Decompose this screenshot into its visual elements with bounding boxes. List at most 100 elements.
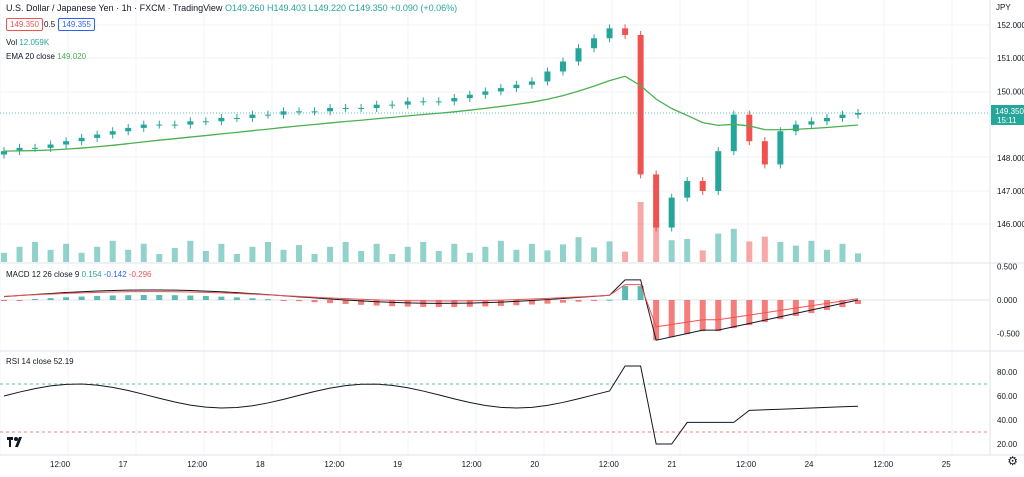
volume-bar <box>637 202 644 262</box>
volume-bar <box>358 251 365 262</box>
candle-body <box>528 81 535 85</box>
candle-body <box>420 101 427 103</box>
volume-bar <box>855 253 861 262</box>
volume-bar <box>435 251 442 262</box>
time-tick-label: 12:00 <box>462 460 483 469</box>
candle-body <box>342 108 349 109</box>
candle-body <box>63 141 70 145</box>
candle-body <box>637 34 644 175</box>
macd-histogram-bar <box>575 300 582 302</box>
volume-bar <box>792 245 799 262</box>
time-tick-label: 12:00 <box>187 460 208 469</box>
candle-body <box>668 197 675 228</box>
macd-histogram-bar <box>513 300 520 306</box>
macd-histogram-bar <box>311 300 318 303</box>
macd-histogram-bar <box>730 300 737 329</box>
volume-bar <box>373 243 380 262</box>
volume-value: 12.059K <box>19 38 50 47</box>
volume-bar <box>187 240 194 262</box>
volume-bar <box>575 237 582 262</box>
macd-histogram-bar <box>559 300 566 303</box>
candle-body <box>156 124 163 126</box>
volume-bar <box>202 251 209 262</box>
macd-histogram-bar <box>1 300 7 302</box>
volume-bar <box>528 243 535 262</box>
candle-body <box>839 114 846 118</box>
macd-histogram-bar <box>218 296 225 300</box>
volume-bar <box>699 250 706 262</box>
candle-body <box>559 61 566 72</box>
volume-bar <box>466 252 473 262</box>
price-tick-label: 150.000 <box>997 87 1024 96</box>
volume-bar <box>156 254 163 262</box>
candle-body <box>606 28 613 39</box>
ema-label: EMA 20 close 149.020 <box>6 52 86 61</box>
candle-body <box>94 134 101 138</box>
volume-bar <box>730 228 737 262</box>
ema-value: 149.020 <box>57 52 87 61</box>
macd-histogram-bar <box>761 300 768 323</box>
volume-bar <box>777 242 784 262</box>
macd-histogram-bar <box>264 299 271 301</box>
macd-histogram-bar <box>171 295 178 300</box>
price-tick-label: 152.000 <box>997 21 1024 30</box>
macd-histogram-bar <box>342 300 349 305</box>
macd-histogram-bar <box>497 300 504 306</box>
candle-body <box>684 181 691 198</box>
candle-body <box>280 111 287 115</box>
ohlc-values: O149.260 H149.403 L149.220 C149.350 +0.0… <box>224 3 458 13</box>
macd-signal-line <box>3 284 859 328</box>
volume-bar <box>513 249 520 262</box>
candle-body <box>264 114 271 116</box>
macd-histogram-bar <box>156 295 163 300</box>
volume-bar <box>668 240 675 262</box>
candle-body <box>497 88 504 92</box>
symbol-title[interactable]: U.S. Dollar / Japanese Yen · 1h · FXCM ·… <box>6 3 223 13</box>
last-price-tag <box>991 104 1024 125</box>
candle-body <box>855 112 861 115</box>
volume-bar <box>218 243 225 262</box>
ask-badge[interactable]: 149.355 <box>58 18 95 31</box>
macd-histogram-bar <box>187 295 194 300</box>
macd-histogram-bar <box>777 300 784 320</box>
symbol-header: U.S. Dollar / Japanese Yen · 1h · FXCM ·… <box>6 3 457 13</box>
time-tick-label: 12:00 <box>599 460 620 469</box>
candle-body <box>404 101 411 105</box>
spread-label: 0.5 <box>44 20 56 29</box>
volume-bar <box>233 254 240 262</box>
candle-body <box>777 131 784 165</box>
rsi-legend: RSI 14 close 52.19 <box>6 357 74 366</box>
volume-name: Vol <box>6 38 18 47</box>
volume-bar <box>653 222 660 262</box>
volume-bar <box>684 239 691 262</box>
rsi-line <box>3 365 859 445</box>
volume-label: Vol 12.059K <box>6 38 49 47</box>
macd-histogram-bar <box>528 300 535 305</box>
volume-bar <box>16 246 23 262</box>
macd-histogram-bar <box>684 300 691 335</box>
candle-body <box>389 104 396 106</box>
candle-body <box>435 101 442 103</box>
candle-body <box>187 121 194 125</box>
bid-badge[interactable]: 149.350 <box>6 18 43 31</box>
candle-body <box>233 117 240 119</box>
gear-icon[interactable]: ⚙ <box>1007 454 1018 468</box>
macd-histogram-bar <box>16 300 23 301</box>
candle-body <box>218 117 225 122</box>
candle-body <box>746 114 753 142</box>
volume-bar <box>606 241 613 262</box>
volume-bar <box>125 249 132 262</box>
macd-histogram-bar <box>637 285 644 300</box>
volume-bar <box>63 243 70 262</box>
candle-body <box>823 117 830 122</box>
macd-value-2: -0.142 <box>103 270 127 279</box>
candle-body <box>78 137 85 142</box>
volume-bar <box>94 246 101 262</box>
volume-bar <box>264 242 271 262</box>
last-price-label: 149.350 <box>995 107 1024 116</box>
candle-body <box>32 147 39 149</box>
macd-histogram-bar <box>591 300 598 301</box>
candle-body <box>373 104 380 108</box>
